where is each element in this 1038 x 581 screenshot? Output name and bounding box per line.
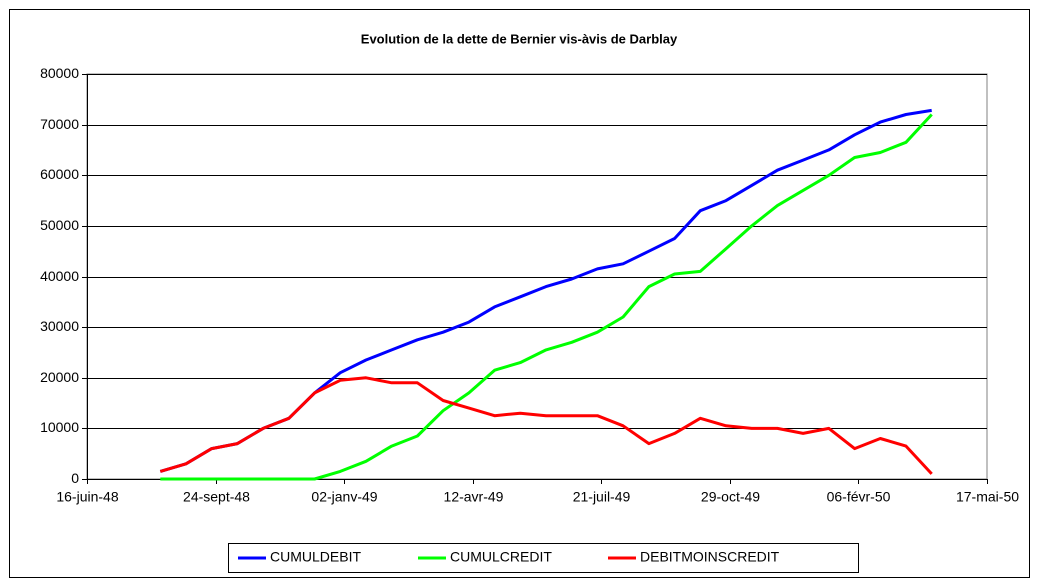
x-tick-label: 02-janv-49 <box>311 489 377 505</box>
y-tick-label: 40000 <box>40 268 79 284</box>
y-tick-label: 0 <box>71 470 79 486</box>
x-tick-label: 16-juin-48 <box>56 489 118 505</box>
chart-title: Evolution de la dette de Bernier vis-àvi… <box>361 31 678 46</box>
x-tick-label: 29-oct-49 <box>701 489 760 505</box>
y-tick-label: 20000 <box>40 369 79 385</box>
x-tick-label: 24-sept-48 <box>183 489 250 505</box>
y-tick-label: 70000 <box>40 116 79 132</box>
x-tick-label: 21-juil-49 <box>573 489 631 505</box>
x-tick-label: 06-févr-50 <box>827 489 891 505</box>
y-tick-label: 50000 <box>40 217 79 233</box>
y-tick-label: 60000 <box>40 166 79 182</box>
series-line <box>159 376 933 475</box>
x-tick-label: 17-mai-50 <box>956 489 1019 505</box>
legend-label: CUMULCREDIT <box>450 549 552 565</box>
legend-label: CUMULDEBIT <box>270 549 361 565</box>
y-tick-label: 30000 <box>40 318 79 334</box>
y-tick-label: 10000 <box>40 419 79 435</box>
legend <box>228 543 859 573</box>
y-tick-label: 80000 <box>40 65 79 81</box>
series-line <box>160 113 933 481</box>
legend-label: DEBITMOINSCREDIT <box>640 549 780 565</box>
x-tick-label: 12-avr-49 <box>444 489 504 505</box>
